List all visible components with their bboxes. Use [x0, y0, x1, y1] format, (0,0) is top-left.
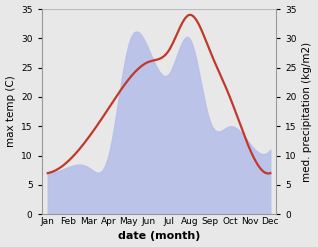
X-axis label: date (month): date (month) [118, 231, 200, 242]
Y-axis label: max temp (C): max temp (C) [5, 76, 16, 147]
Y-axis label: med. precipitation (kg/m2): med. precipitation (kg/m2) [302, 41, 313, 182]
